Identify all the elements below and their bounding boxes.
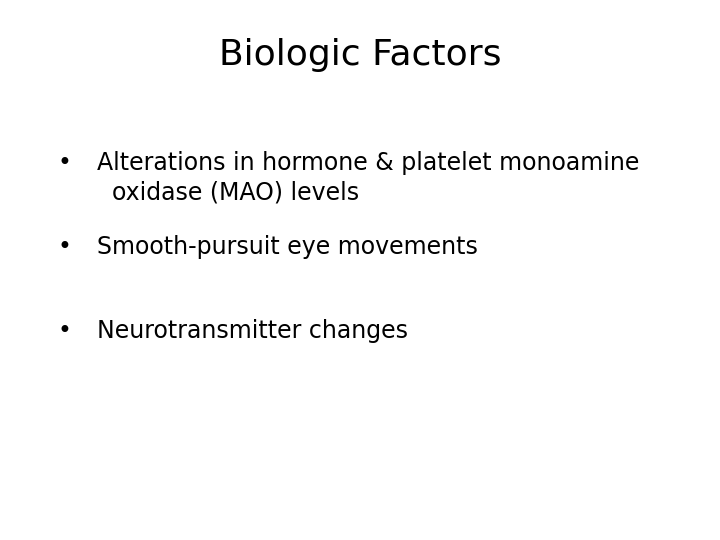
Text: Neurotransmitter changes: Neurotransmitter changes bbox=[97, 319, 408, 342]
Text: Alterations in hormone & platelet monoamine
  oxidase (MAO) levels: Alterations in hormone & platelet monoam… bbox=[97, 151, 639, 205]
Text: •: • bbox=[58, 151, 72, 175]
Text: •: • bbox=[58, 235, 72, 259]
Text: Smooth-pursuit eye movements: Smooth-pursuit eye movements bbox=[97, 235, 478, 259]
Text: •: • bbox=[58, 319, 72, 342]
Text: Biologic Factors: Biologic Factors bbox=[219, 38, 501, 72]
